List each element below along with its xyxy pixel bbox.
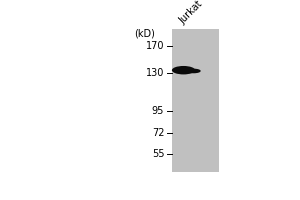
Text: 170: 170 [146, 41, 164, 51]
Ellipse shape [172, 66, 195, 74]
Text: 72: 72 [152, 128, 164, 138]
Text: Jurkat: Jurkat [177, 0, 204, 26]
Ellipse shape [187, 69, 201, 73]
Text: 95: 95 [152, 106, 164, 116]
Bar [172, 29, 219, 172]
Text: 130: 130 [146, 68, 164, 78]
Text: (kD): (kD) [134, 29, 155, 39]
Text: 55: 55 [152, 149, 164, 159]
